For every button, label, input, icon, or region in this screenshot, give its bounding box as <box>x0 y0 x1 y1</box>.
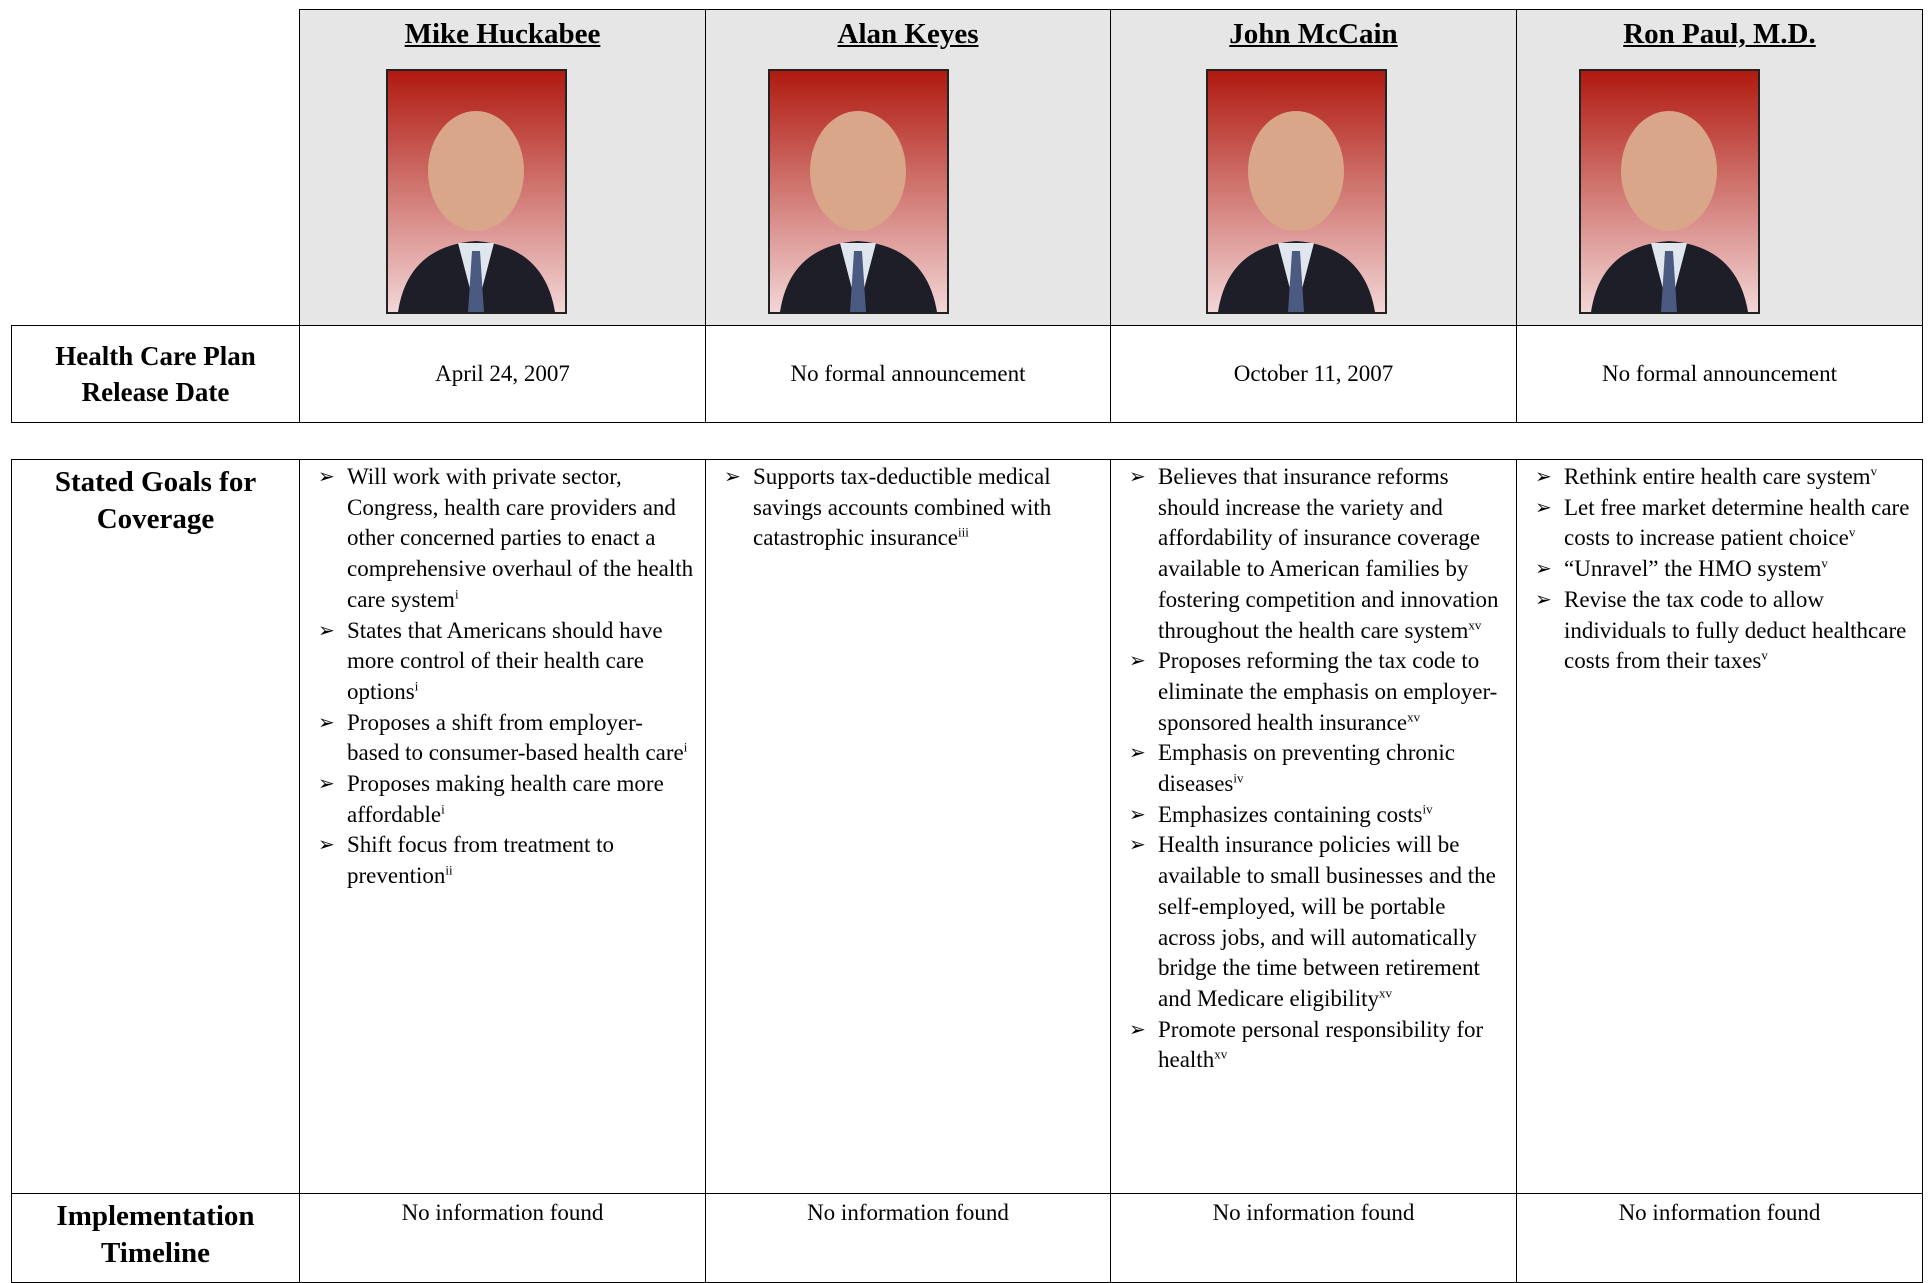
footnote-ref: iv <box>1422 801 1433 817</box>
goal-text: Shift focus from treatment to prevention <box>347 832 614 889</box>
footnote-ref: xv <box>1407 708 1421 724</box>
goal-list: Supports tax-deductible medical savings … <box>706 460 1110 554</box>
goal-text: Believes that insurance reforms should i… <box>1158 464 1499 643</box>
footnote-ref: xv <box>1468 616 1482 632</box>
goal-item: Rethink entire health care systemv <box>1535 462 1912 493</box>
portrait <box>780 111 937 312</box>
goal-item: Revise the tax code to allow individuals… <box>1535 585 1912 677</box>
footnote-ref: iii <box>958 524 969 540</box>
footnote-ref: i <box>454 586 459 602</box>
timeline: No information found <box>1110 1193 1517 1283</box>
goal-text: States that Americans should have more c… <box>347 617 663 704</box>
goal-text: Rethink entire health care system <box>1564 464 1871 489</box>
candidate-photo <box>768 69 949 314</box>
goal-list: Will work with private sector, Congress,… <box>300 460 705 892</box>
goal-item: States that Americans should have more c… <box>318 616 695 708</box>
goal-text: Proposes reforming the tax code to elimi… <box>1158 648 1498 735</box>
goal-item: Let free market determine health care co… <box>1535 493 1912 554</box>
goal-text: Emphasizes containing costs <box>1158 801 1423 827</box>
goal-text: Proposes a shift from employer-based to … <box>347 709 684 766</box>
goal-text: Health insurance policies will be availa… <box>1158 832 1496 1011</box>
footnote-ref: v <box>1848 524 1856 540</box>
goal-text: Will work with private sector, Congress,… <box>347 464 694 612</box>
candidate-photo <box>1206 69 1387 314</box>
goal-item: “Unravel” the HMO systemv <box>1535 554 1912 585</box>
goal-item: Will work with private sector, Congress,… <box>318 462 695 616</box>
portrait <box>398 111 555 312</box>
footnote-ref: i <box>414 678 419 694</box>
release-date: October 11, 2007 <box>1110 325 1517 423</box>
candidate-photo <box>1579 69 1760 314</box>
footnote-ref: i <box>683 739 688 755</box>
candidate-name: Alan Keyes <box>837 18 979 50</box>
goal-item: Emphasis on preventing chronic diseasesi… <box>1129 738 1506 799</box>
goal-text: Let free market determine health care co… <box>1564 494 1910 551</box>
goal-item: Proposes making health care more afforda… <box>318 769 695 830</box>
goal-text: Emphasis on preventing chronic diseases <box>1158 740 1456 797</box>
goal-text: Proposes making health care more afforda… <box>347 771 664 827</box>
goal-item: Shift focus from treatment to prevention… <box>318 830 695 891</box>
goal-text: Supports tax-deductible medical savings … <box>753 464 1052 551</box>
goal-text: “Unravel” the HMO system <box>1564 556 1822 582</box>
candidate-name: John McCain <box>1229 18 1398 50</box>
goal-item: Proposes a shift from employer-based to … <box>318 708 695 769</box>
timeline: No information found <box>705 1193 1111 1283</box>
candidate-header: Mike Huckabee <box>299 9 706 326</box>
candidate-name: Ron Paul, M.D. <box>1623 18 1816 50</box>
goals-cell: Supports tax-deductible medical savings … <box>705 459 1111 1194</box>
goals-cell: Will work with private sector, Congress,… <box>299 459 706 1194</box>
timeline: No information found <box>299 1193 706 1283</box>
goal-text: Promote personal responsibility for heal… <box>1158 1016 1484 1073</box>
timeline: No information found <box>1516 1193 1923 1283</box>
goal-item: Proposes reforming the tax code to elimi… <box>1129 646 1506 738</box>
footnote-ref: xv <box>1378 985 1392 1001</box>
candidate-header: John McCain <box>1110 9 1517 326</box>
candidate-photo <box>386 69 567 314</box>
release-date: April 24, 2007 <box>299 325 706 423</box>
row-label: Implementation Timeline <box>11 1193 300 1283</box>
goal-item: Believes that insurance reforms should i… <box>1129 462 1506 646</box>
footnote-ref: iv <box>1233 770 1244 786</box>
goal-list: Rethink entire health care systemvLet fr… <box>1517 460 1922 677</box>
footnote-ref: i <box>441 801 445 817</box>
footnote-ref: v <box>1821 555 1828 571</box>
row-label: Stated Goals for Coverage <box>11 459 300 1194</box>
portrait <box>1591 111 1748 312</box>
goal-list: Believes that insurance reforms should i… <box>1111 460 1516 1076</box>
candidate-header: Ron Paul, M.D. <box>1516 9 1923 326</box>
footnote-ref: v <box>1870 463 1878 479</box>
goal-text: Revise the tax code to allow individuals… <box>1564 586 1907 674</box>
footnote-ref: ii <box>445 862 453 878</box>
goal-item: Supports tax-deductible medical savings … <box>724 462 1100 554</box>
footnote-ref: v <box>1761 647 1768 663</box>
goal-item: Promote personal responsibility for heal… <box>1129 1015 1506 1076</box>
goals-cell: Rethink entire health care systemvLet fr… <box>1516 459 1923 1194</box>
release-date: No formal announcement <box>1516 325 1923 423</box>
goal-item: Emphasizes containing costsiv <box>1129 800 1506 831</box>
goals-cell: Believes that insurance reforms should i… <box>1110 459 1517 1194</box>
release-date: No formal announcement <box>705 325 1111 423</box>
row-label: Health Care Plan Release Date <box>11 325 300 423</box>
candidate-name: Mike Huckabee <box>404 18 601 50</box>
goal-item: Health insurance policies will be availa… <box>1129 830 1506 1014</box>
portrait <box>1218 111 1375 312</box>
footnote-ref: xv <box>1214 1046 1228 1062</box>
candidate-header: Alan Keyes <box>705 9 1111 326</box>
